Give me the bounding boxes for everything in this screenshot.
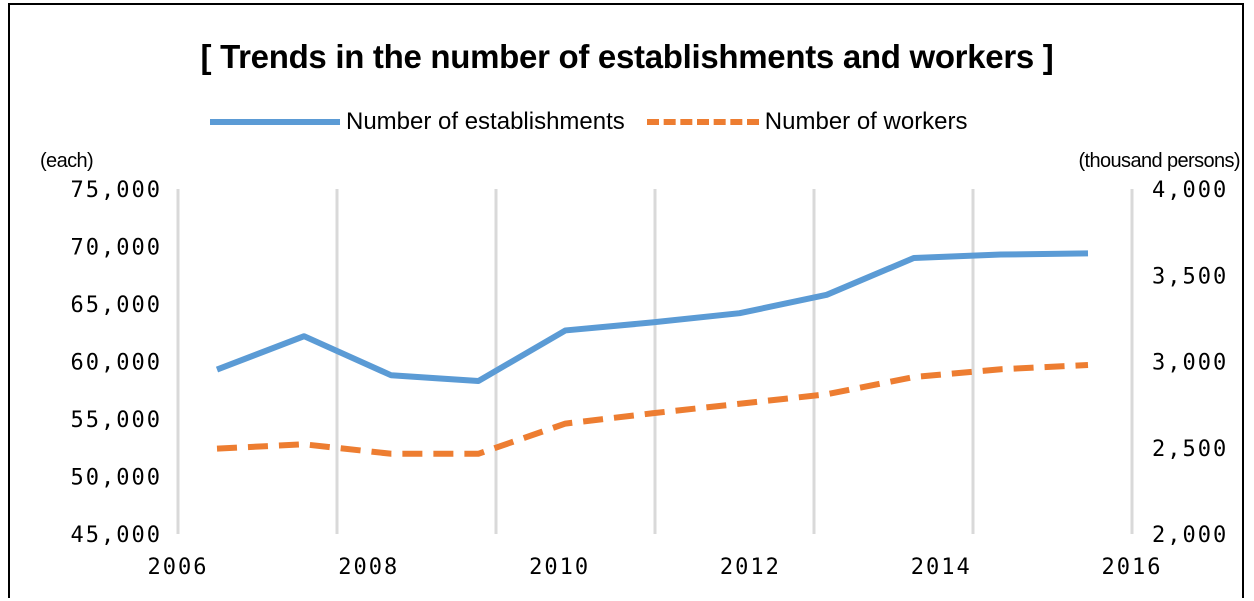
- y-left-tick-label: 50,000: [71, 466, 162, 491]
- y-left-tick-label: 65,000: [71, 293, 162, 318]
- y-left-tick-label: 55,000: [71, 408, 162, 433]
- x-tick-label: 2006: [148, 555, 209, 580]
- chart-frame: [8, 3, 1244, 598]
- x-tick-label: 2012: [720, 555, 781, 580]
- left-axis-unit-label: (each): [40, 150, 94, 172]
- legend-item-establishments: Number of establishments: [210, 108, 625, 136]
- legend-swatch-workers: [646, 119, 759, 125]
- x-tick-label: 2014: [911, 555, 972, 580]
- legend-label-establishments: Number of establishments: [346, 108, 625, 135]
- y-left-tick-label: 60,000: [71, 351, 162, 376]
- y-right-tick-label: 2,000: [1152, 523, 1228, 548]
- series-line-workers: [216, 361, 1089, 457]
- legend-item-workers: Number of workers: [625, 108, 968, 136]
- y-left-tick-label: 70,000: [71, 236, 162, 261]
- legend-swatch-establishments: [210, 119, 340, 125]
- x-tick-label: 2016: [1102, 555, 1163, 580]
- y-left-tick-label: 75,000: [71, 178, 162, 203]
- x-tick-label: 2010: [529, 555, 590, 580]
- y-right-tick-label: 2,500: [1152, 437, 1228, 462]
- chart-legend: Number of establishments Number of worke…: [210, 102, 968, 142]
- y-right-tick-label: 3,000: [1152, 351, 1228, 376]
- right-axis-unit-label: (thousand persons): [1078, 150, 1240, 172]
- y-left-tick-label: 45,000: [71, 523, 162, 548]
- x-tick-label: 2008: [338, 555, 399, 580]
- legend-label-workers: Number of workers: [764, 108, 968, 135]
- series-line-establishments: [215, 250, 1089, 385]
- chart-title: [ Trends in the number of establishments…: [200, 38, 1054, 75]
- y-right-tick-label: 4,000: [1152, 178, 1228, 203]
- y-right-tick-label: 3,500: [1152, 264, 1228, 289]
